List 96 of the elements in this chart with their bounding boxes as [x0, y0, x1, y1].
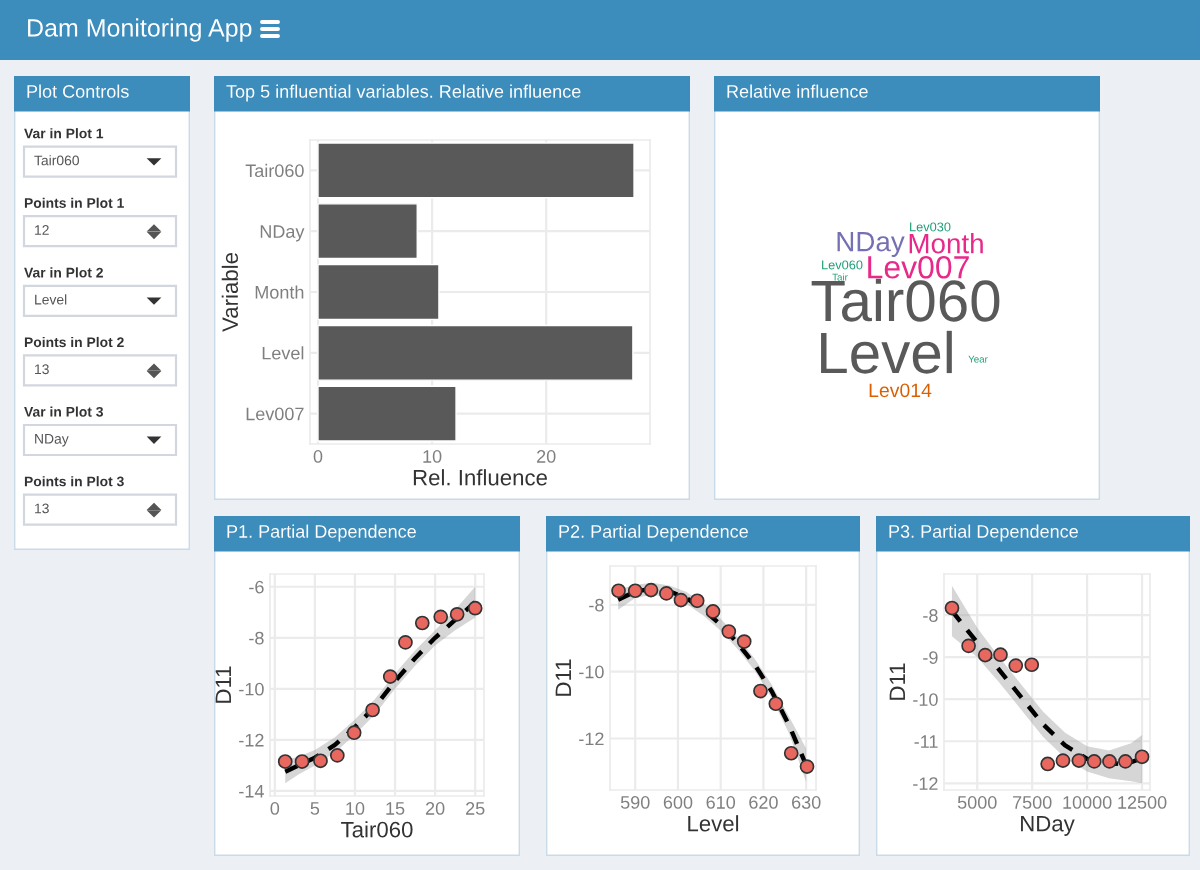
chart-title: P1. Partial Dependence — [227, 524, 416, 542]
y-tick-label: -12 — [579, 732, 604, 746]
point — [346, 725, 362, 741]
x-tick-label: 25 — [466, 802, 485, 815]
point — [1024, 657, 1040, 673]
x-axis-title: NDay — [1021, 815, 1075, 836]
point — [294, 754, 310, 769]
x-tick-label: 630 — [792, 796, 821, 809]
chart-title: P3. Partial Dependence — [889, 524, 1078, 542]
point — [1071, 753, 1087, 768]
y-tick-label: -8 — [923, 609, 938, 622]
y-tick-label: Level — [262, 346, 304, 360]
y-tick-label: -10 — [579, 665, 604, 679]
x-tick-label: 10 — [346, 802, 365, 815]
x-tick-label: 610 — [706, 796, 736, 809]
point — [768, 696, 784, 712]
bar — [317, 142, 635, 199]
x-axis-title: Level — [688, 815, 739, 832]
bar — [317, 324, 634, 381]
point — [799, 759, 815, 774]
y-tick-label: -9 — [923, 651, 938, 664]
y-axis-title: D11 — [555, 659, 571, 696]
x-tick-label: 590 — [620, 796, 650, 809]
point — [329, 748, 345, 763]
x-axis-title: Rel. Influence — [413, 469, 547, 486]
category-label: Lev014 — [869, 383, 932, 398]
point — [1134, 749, 1150, 765]
point — [689, 593, 705, 609]
point — [433, 609, 449, 625]
chart-title: P2. Partial Dependence — [559, 524, 748, 542]
x-tick-label: 12500 — [1118, 796, 1167, 809]
x-tick-label: 5000 — [957, 796, 997, 809]
point — [673, 592, 689, 608]
y-axis-title: D11 — [889, 663, 905, 700]
x-tick-label: 10 — [423, 450, 442, 463]
point — [1055, 753, 1071, 768]
point — [705, 604, 721, 619]
x-tick-label: 0 — [270, 802, 280, 815]
point — [1118, 754, 1133, 769]
point — [313, 753, 328, 769]
point — [977, 647, 993, 663]
point — [277, 754, 293, 769]
point — [643, 582, 659, 598]
point — [783, 745, 799, 761]
text: Relative influence — [727, 84, 868, 98]
chart-title: Top 5 influential variables. Relative influence — [226, 84, 581, 102]
y-tick-label: NDay — [260, 225, 305, 242]
y-tick-label: -10 — [239, 682, 264, 696]
point — [721, 624, 737, 639]
y-axis-title: Variable — [221, 253, 239, 332]
point — [1008, 658, 1024, 673]
x-tick-label: 0 — [313, 450, 323, 463]
y-tick-label: Tair060 — [245, 163, 304, 178]
bar — [317, 203, 418, 260]
y-axis-title: D11 — [215, 666, 231, 703]
x-tick-label: 600 — [663, 796, 693, 809]
point — [467, 600, 483, 616]
x-tick-label: 620 — [749, 796, 778, 809]
text: Dam Monitoring App — [28, 18, 252, 42]
y-tick-label: -12 — [913, 777, 938, 790]
x-tick-label: 15 — [386, 802, 405, 815]
point — [1102, 754, 1117, 769]
point — [961, 638, 976, 654]
text: Plot Controls — [27, 84, 129, 98]
category-label: NDay — [837, 232, 905, 257]
y-tick-label: Lev007 — [246, 407, 304, 421]
point — [753, 683, 768, 699]
x-tick-label: 20 — [425, 802, 445, 815]
x-tick-label: 7500 — [1013, 796, 1052, 809]
y-tick-label: Month — [255, 285, 304, 299]
bar — [317, 385, 457, 442]
point — [659, 586, 674, 601]
y-tick-label: -8 — [589, 598, 604, 612]
point — [1040, 756, 1056, 772]
y-tick-label: -8 — [249, 631, 264, 645]
y-tick-label: -14 — [239, 785, 264, 798]
y-tick-label: -12 — [239, 733, 264, 747]
point — [365, 702, 380, 718]
point — [449, 606, 465, 622]
point — [944, 600, 960, 616]
x-axis-title: Tair060 — [341, 821, 413, 838]
x-tick-label: 10000 — [1063, 796, 1112, 809]
y-tick-label: -6 — [249, 580, 264, 594]
x-tick-label: 20 — [537, 450, 556, 463]
point — [611, 583, 626, 599]
x-tick-label: 5 — [310, 802, 320, 815]
point — [1086, 754, 1102, 769]
y-tick-label: -11 — [914, 735, 938, 748]
point — [993, 647, 1008, 663]
point — [398, 635, 413, 650]
y-tick-label: -10 — [913, 693, 938, 706]
point — [736, 634, 752, 649]
point — [414, 615, 430, 631]
point — [627, 583, 643, 599]
bar — [317, 263, 440, 321]
point — [382, 669, 398, 684]
